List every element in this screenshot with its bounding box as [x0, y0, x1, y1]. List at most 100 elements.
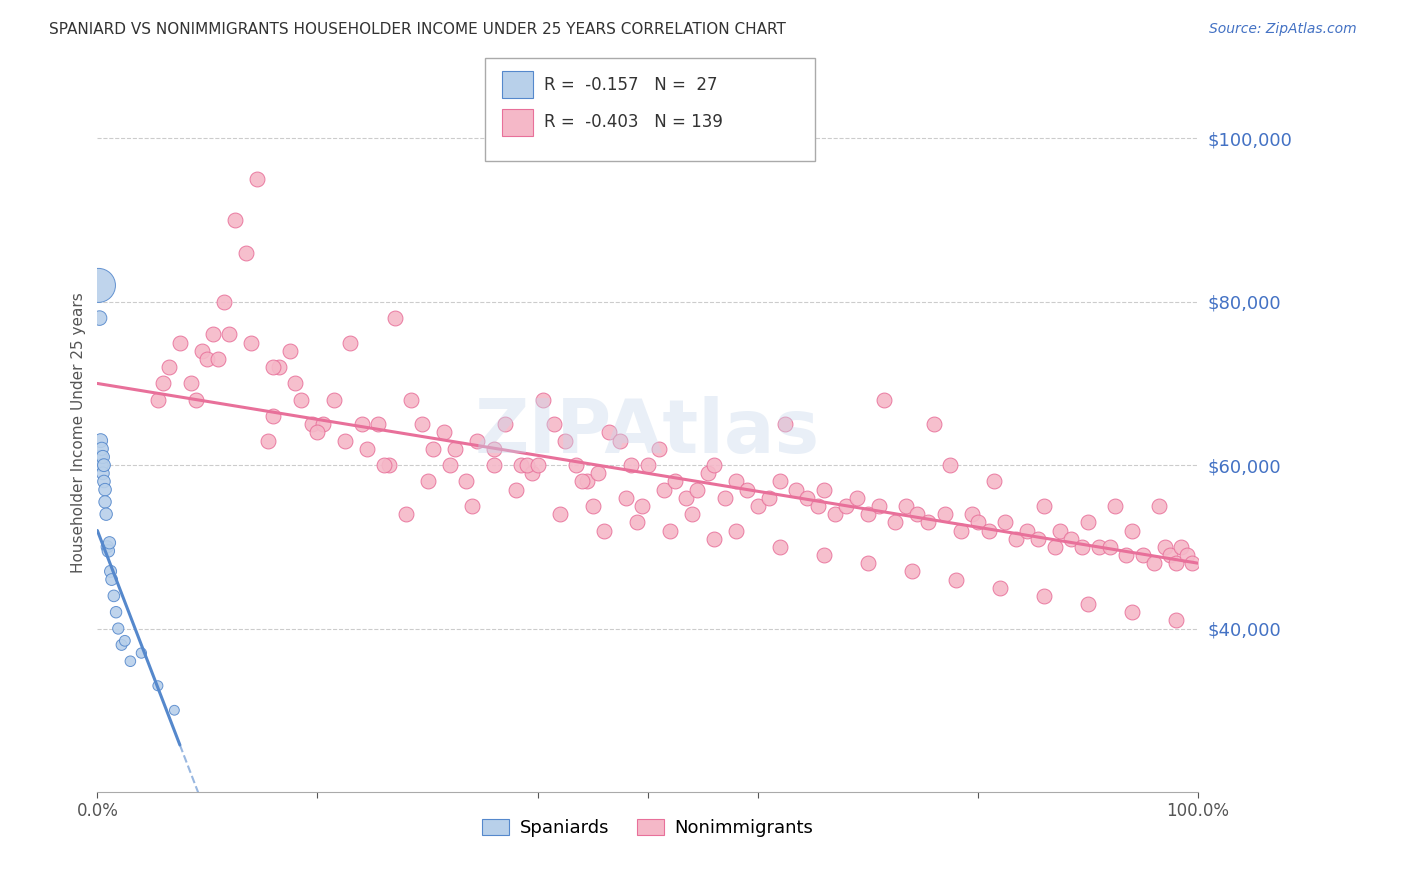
Point [896, 499, 918, 513]
Point [367, 417, 389, 432]
Point [703, 458, 725, 472]
Point [868, 499, 890, 513]
Point [212, 294, 235, 309]
Point [224, 213, 246, 227]
Point [356, 442, 378, 456]
Point [510, 458, 533, 472]
Point [856, 556, 879, 570]
Point [91, 467, 114, 481]
Point [724, 475, 747, 489]
Point [100, 565, 122, 579]
Point [267, 360, 290, 375]
Point [917, 516, 939, 530]
Point [1088, 540, 1111, 554]
Point [637, 458, 659, 472]
Point [218, 327, 240, 342]
Point [543, 417, 565, 432]
Point [394, 507, 416, 521]
Point [444, 442, 467, 456]
Point [1060, 532, 1083, 546]
Point [531, 392, 554, 407]
Point [494, 417, 516, 432]
Point [505, 483, 527, 497]
Point [1154, 540, 1177, 554]
Point [586, 467, 609, 481]
Point [482, 442, 505, 456]
Point [614, 491, 637, 505]
Point [713, 491, 735, 505]
Text: R =  -0.157   N =  27: R = -0.157 N = 27 [544, 76, 717, 94]
Point [939, 458, 962, 472]
Point [157, 360, 180, 375]
Point [93, 458, 115, 472]
Point [977, 524, 1000, 538]
Point [1121, 605, 1143, 619]
Point [1043, 540, 1066, 554]
Point [983, 475, 1005, 489]
Point [107, 622, 129, 636]
Point [257, 434, 280, 448]
Point [697, 467, 720, 481]
Text: Source: ZipAtlas.com: Source: ZipAtlas.com [1209, 22, 1357, 37]
Point [1104, 499, 1126, 513]
Point [339, 335, 361, 350]
Point [1005, 532, 1028, 546]
Point [96, 507, 118, 521]
Point [312, 417, 335, 432]
Point [422, 442, 444, 456]
Point [686, 483, 709, 497]
Point [399, 392, 422, 407]
Point [439, 458, 461, 472]
Point [350, 417, 373, 432]
Point [1175, 548, 1198, 562]
Point [416, 475, 439, 489]
Point [90, 442, 112, 456]
Point [103, 589, 125, 603]
Point [1115, 548, 1137, 562]
Point [465, 434, 488, 448]
Point [873, 392, 896, 407]
Point [565, 458, 588, 472]
Point [93, 475, 115, 489]
Point [323, 392, 346, 407]
Point [905, 507, 928, 521]
Point [901, 565, 924, 579]
Point [703, 532, 725, 546]
Point [807, 499, 830, 513]
Point [796, 491, 818, 505]
Point [945, 573, 967, 587]
Point [290, 392, 312, 407]
Point [548, 507, 571, 521]
Point [201, 327, 224, 342]
Point [724, 524, 747, 538]
Point [571, 475, 593, 489]
Point [934, 507, 956, 521]
Point [1017, 524, 1039, 538]
Point [1049, 524, 1071, 538]
Point [186, 392, 208, 407]
Point [278, 343, 301, 358]
Y-axis label: Householder Income Under 25 years: Householder Income Under 25 years [72, 292, 86, 573]
Point [307, 425, 329, 440]
Point [411, 417, 433, 432]
Point [1032, 589, 1054, 603]
Point [576, 475, 599, 489]
Point [89, 311, 111, 326]
Point [1121, 524, 1143, 538]
Point [1159, 548, 1181, 562]
Point [146, 679, 169, 693]
Point [105, 605, 128, 619]
Point [87, 278, 110, 293]
Point [384, 311, 406, 326]
Point [235, 245, 257, 260]
Point [626, 516, 648, 530]
Point [1077, 516, 1099, 530]
Point [246, 172, 269, 186]
Text: SPANIARD VS NONIMMIGRANTS HOUSEHOLDER INCOME UNDER 25 YEARS CORRELATION CHART: SPANIARD VS NONIMMIGRANTS HOUSEHOLDER IN… [49, 22, 786, 37]
Point [98, 535, 121, 549]
Point [1071, 540, 1094, 554]
Point [163, 703, 186, 717]
Point [152, 376, 174, 391]
Point [240, 335, 263, 350]
Point [769, 475, 792, 489]
